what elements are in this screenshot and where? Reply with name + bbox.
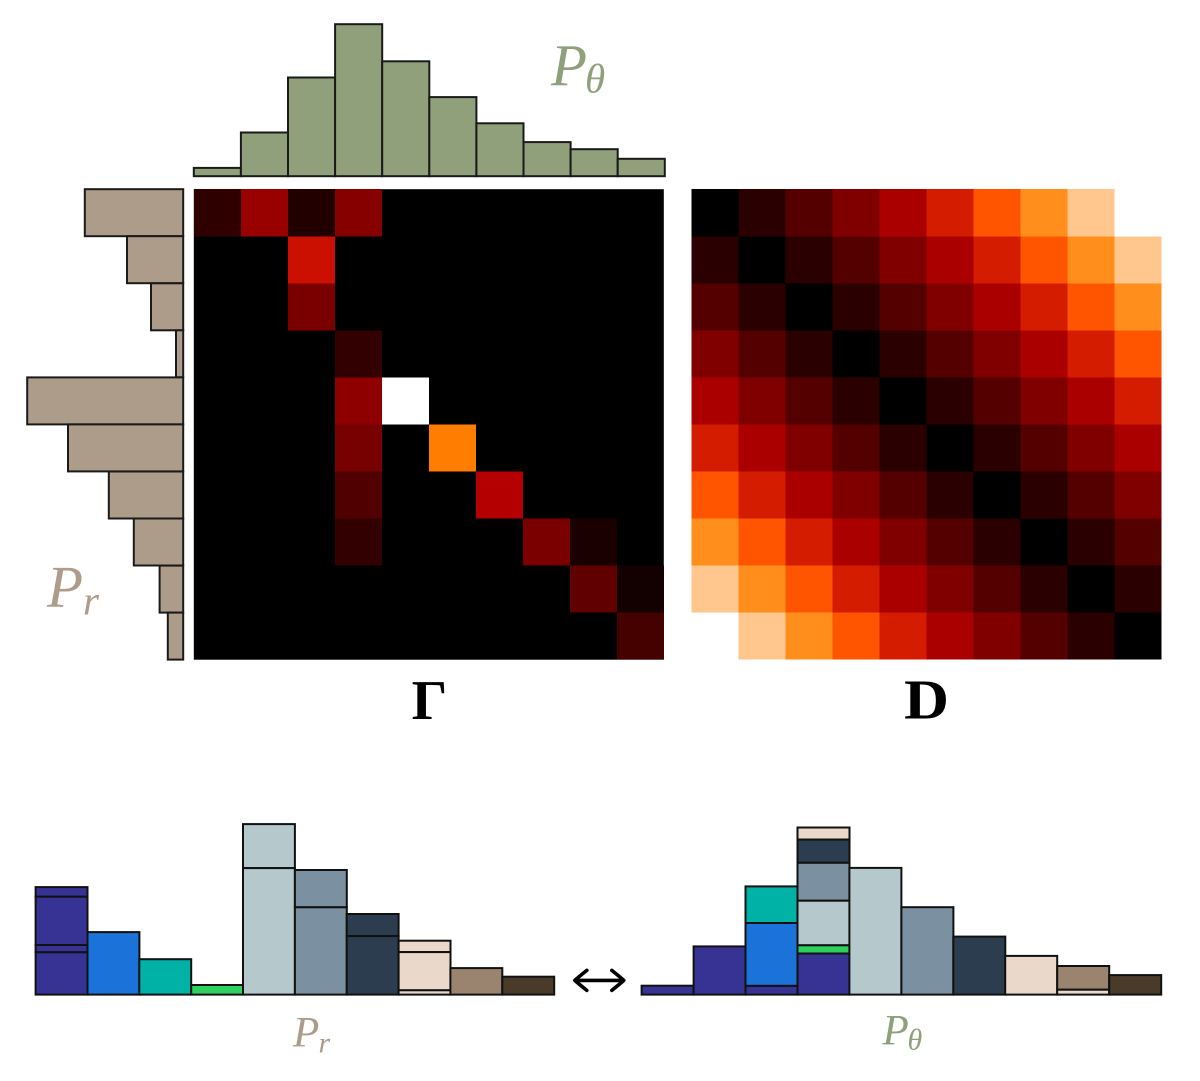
svg-text:θ: θ bbox=[585, 56, 605, 102]
svg-text:P: P bbox=[882, 1008, 909, 1055]
svg-text:r: r bbox=[319, 1027, 331, 1060]
svg-text:D: D bbox=[904, 670, 949, 732]
svg-text:θ: θ bbox=[908, 1024, 923, 1057]
svg-text:P: P bbox=[550, 33, 587, 99]
svg-text:r: r bbox=[83, 578, 100, 624]
svg-text:Γ: Γ bbox=[412, 670, 448, 732]
svg-text:P: P bbox=[292, 1010, 319, 1057]
svg-text:P: P bbox=[46, 554, 83, 620]
